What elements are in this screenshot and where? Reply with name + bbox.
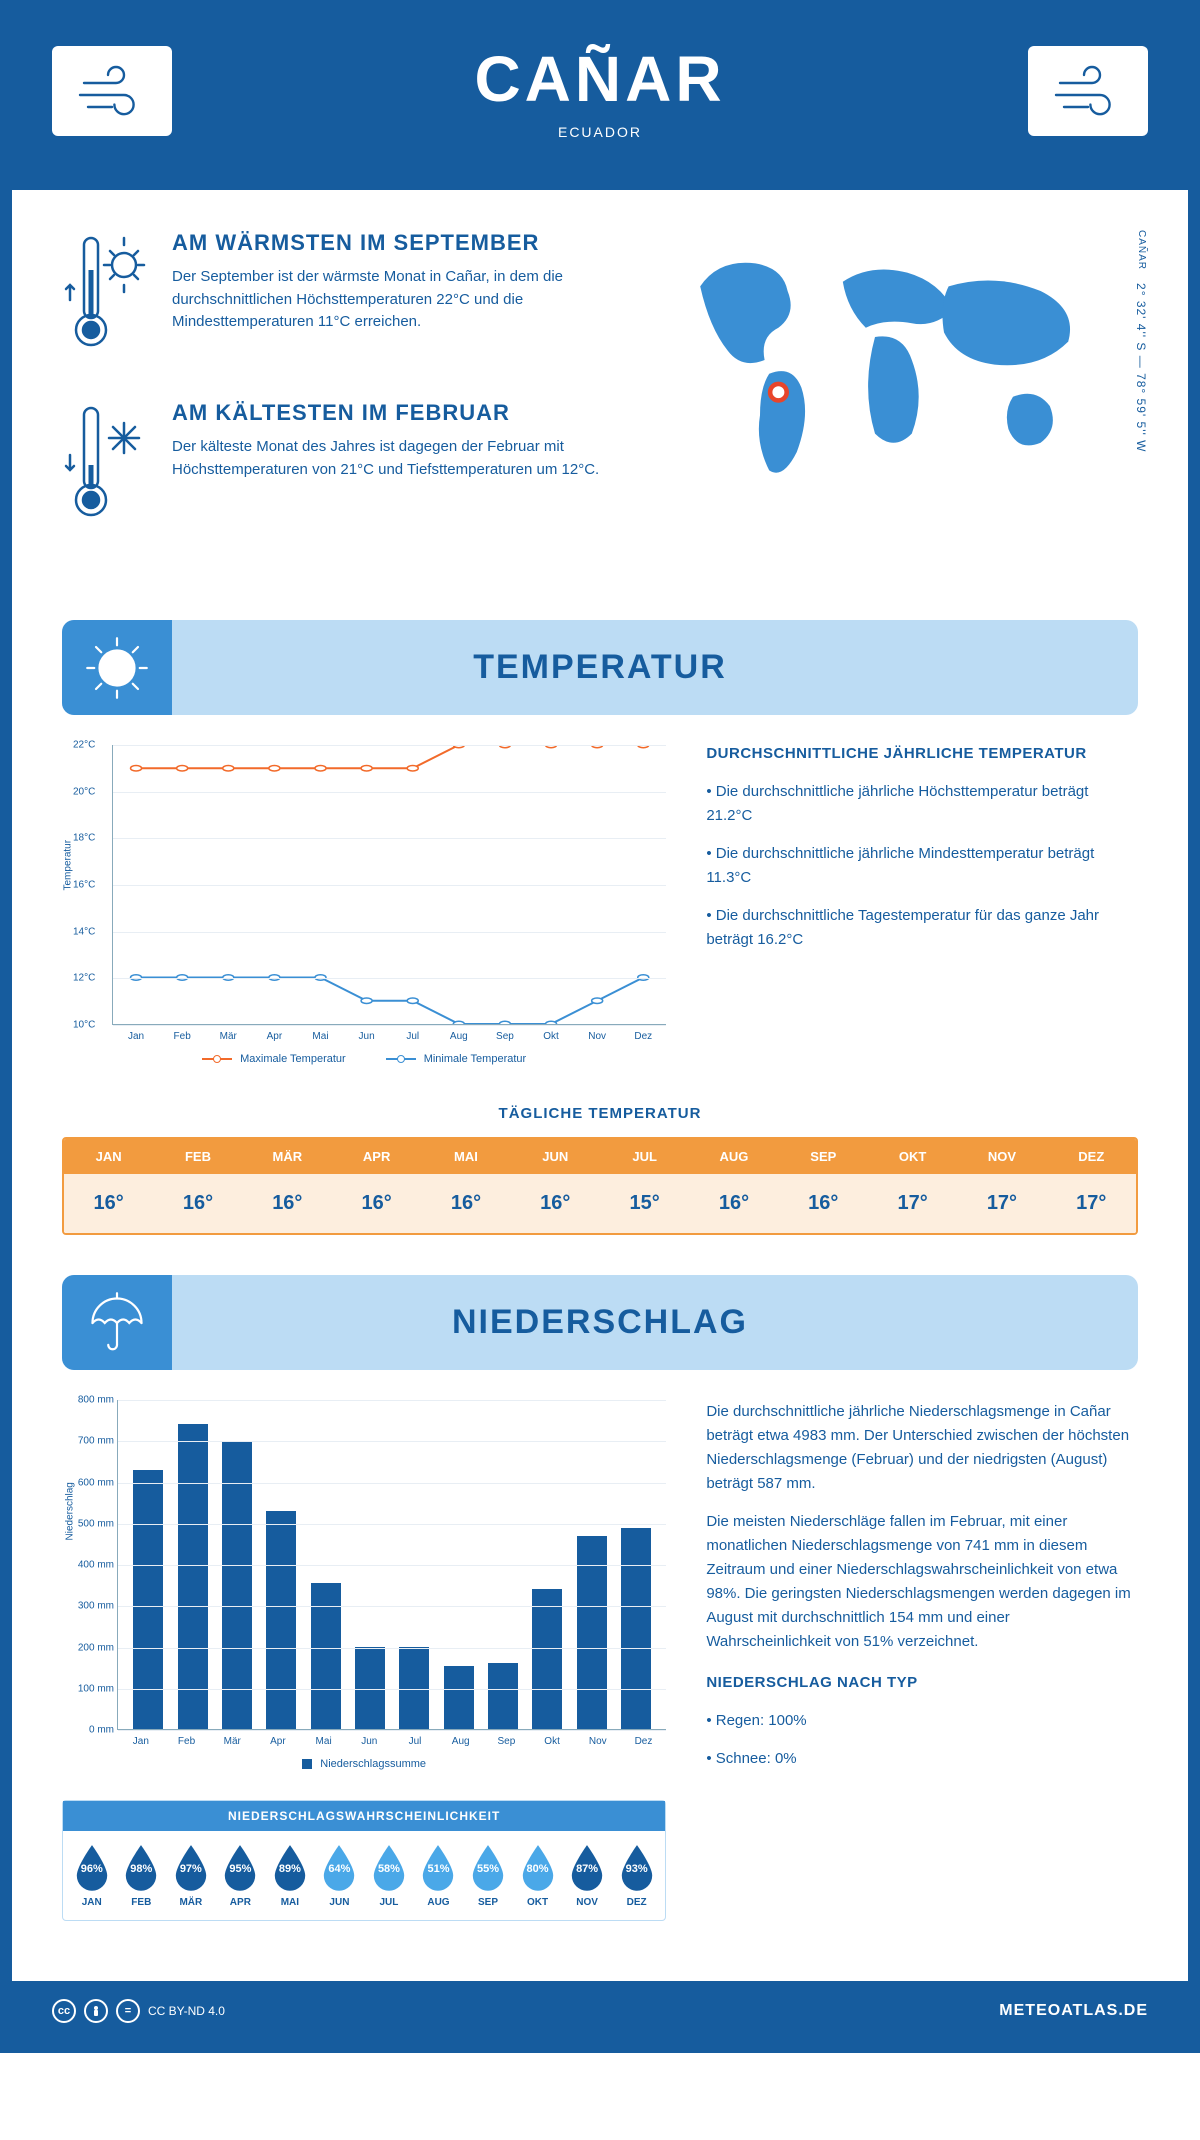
- temperature-line-chart: Temperatur 10°C12°C14°C16°C18°C20°C22°CJ…: [112, 745, 666, 1025]
- prob-item: 58% JUL: [366, 1843, 412, 1908]
- wind-icon: [1028, 46, 1148, 136]
- daily-col: JUN: [511, 1139, 600, 1174]
- wind-icon: [52, 46, 172, 136]
- daily-temp-title: TÄGLICHE TEMPERATUR: [12, 1105, 1188, 1122]
- daily-col: AUG: [689, 1139, 778, 1174]
- daily-col: SEP: [779, 1139, 868, 1174]
- page-subtitle: ECUADOR: [172, 124, 1028, 140]
- sun-icon: [62, 620, 172, 715]
- nd-icon: =: [116, 1999, 140, 2023]
- prob-item: 64% JUN: [317, 1843, 363, 1908]
- raindrop-icon: 96%: [73, 1843, 111, 1891]
- raindrop-icon: 89%: [271, 1843, 309, 1891]
- raindrop-icon: 87%: [568, 1843, 606, 1891]
- daily-cell: 16°: [779, 1174, 868, 1233]
- prob-item: 97% MÄR: [168, 1843, 214, 1908]
- precip-row: Niederschlag 0 mm100 mm200 mm300 mm400 m…: [12, 1400, 1188, 1951]
- daily-cell: 16°: [689, 1174, 778, 1233]
- precip-banner: NIEDERSCHLAG: [62, 1275, 1138, 1370]
- prob-item: 95% APR: [218, 1843, 264, 1908]
- raindrop-icon: 64%: [320, 1843, 358, 1891]
- umbrella-icon: [62, 1275, 172, 1370]
- header: CAÑAR ECUADOR: [12, 12, 1188, 190]
- precip-bar: [178, 1424, 208, 1729]
- daily-col: MAI: [421, 1139, 510, 1174]
- raindrop-icon: 55%: [469, 1843, 507, 1891]
- prob-item: 96% JAN: [69, 1843, 115, 1908]
- footer: cc = CC BY-ND 4.0 METEOATLAS.DE: [12, 1981, 1188, 2041]
- daily-cell: 17°: [957, 1174, 1046, 1233]
- daily-cell: 16°: [153, 1174, 242, 1233]
- warm-title: AM WÄRMSTEN IM SEPTEMBER: [172, 230, 605, 256]
- precip-bar: [488, 1663, 518, 1729]
- precip-probability: NIEDERSCHLAGSWAHRSCHEINLICHKEIT 96% JAN …: [62, 1800, 666, 1921]
- cc-license: cc = CC BY-ND 4.0: [52, 1999, 225, 2023]
- temperature-sidetext: DURCHSCHNITTLICHE JÄHRLICHE TEMPERATUR •…: [706, 745, 1138, 1065]
- page: CAÑAR ECUADOR AM WÄRMSTEN IM SEPTEMBER D…: [0, 0, 1200, 2053]
- precip-bar: [222, 1441, 252, 1729]
- daily-col: NOV: [957, 1139, 1046, 1174]
- precip-bar: [444, 1666, 474, 1729]
- temperature-row: Temperatur 10°C12°C14°C16°C18°C20°C22°CJ…: [12, 745, 1188, 1095]
- daily-cell: 16°: [332, 1174, 421, 1233]
- prob-item: 55% SEP: [465, 1843, 511, 1908]
- daily-cell: 15°: [600, 1174, 689, 1233]
- daily-col: APR: [332, 1139, 421, 1174]
- prob-item: 98% FEB: [119, 1843, 165, 1908]
- precip-bar: [532, 1589, 562, 1729]
- daily-col: JUL: [600, 1139, 689, 1174]
- daily-col: DEZ: [1047, 1139, 1136, 1174]
- daily-cell: 17°: [1047, 1174, 1136, 1233]
- prob-item: 93% DEZ: [614, 1843, 660, 1908]
- daily-col: FEB: [153, 1139, 242, 1174]
- temp-ylabel: Temperatur: [63, 839, 74, 890]
- raindrop-icon: 97%: [172, 1843, 210, 1891]
- world-map: CAÑAR 2° 32' 4'' S — 78° 59' 5'' W: [645, 230, 1138, 570]
- daily-col: JAN: [64, 1139, 153, 1174]
- precip-bar: [266, 1511, 296, 1729]
- coordinates: CAÑAR 2° 32' 4'' S — 78° 59' 5'' W: [1134, 230, 1148, 452]
- daily-cell: 16°: [64, 1174, 153, 1233]
- precip-bar: [133, 1470, 163, 1729]
- daily-col: MÄR: [243, 1139, 332, 1174]
- prob-item: 87% NOV: [564, 1843, 610, 1908]
- precip-bar: [311, 1583, 341, 1729]
- raindrop-icon: 58%: [370, 1843, 408, 1891]
- by-icon: [84, 1999, 108, 2023]
- prob-item: 89% MAI: [267, 1843, 313, 1908]
- precip-sidetext: Die durchschnittliche jährliche Niedersc…: [706, 1400, 1138, 1921]
- precip-bar-chart: Niederschlag 0 mm100 mm200 mm300 mm400 m…: [117, 1400, 666, 1730]
- prob-item: 80% OKT: [515, 1843, 561, 1908]
- precip-ylabel: Niederschlag: [65, 1482, 76, 1540]
- daily-cell: 16°: [421, 1174, 510, 1233]
- temp-legend: Maximale Temperatur Minimale Temperatur: [62, 1053, 666, 1065]
- precip-legend: Niederschlagssumme: [62, 1758, 666, 1770]
- cc-icon: cc: [52, 1999, 76, 2023]
- warm-block: AM WÄRMSTEN IM SEPTEMBER Der September i…: [62, 230, 605, 365]
- raindrop-icon: 95%: [221, 1843, 259, 1891]
- cold-block: AM KÄLTESTEN IM FEBRUAR Der kälteste Mon…: [62, 400, 605, 535]
- daily-cell: 17°: [868, 1174, 957, 1233]
- raindrop-icon: 51%: [419, 1843, 457, 1891]
- prob-item: 51% AUG: [416, 1843, 462, 1908]
- precip-title: NIEDERSCHLAG: [452, 1303, 748, 1342]
- temperature-title: TEMPERATUR: [473, 648, 727, 687]
- page-title: CAÑAR: [172, 42, 1028, 116]
- brand: METEOATLAS.DE: [999, 2002, 1148, 2020]
- temperature-banner: TEMPERATUR: [62, 620, 1138, 715]
- precip-bar: [621, 1528, 651, 1730]
- cold-title: AM KÄLTESTEN IM FEBRUAR: [172, 400, 605, 426]
- daily-cell: 16°: [511, 1174, 600, 1233]
- warm-body: Der September ist der wärmste Monat in C…: [172, 266, 605, 334]
- cold-body: Der kälteste Monat des Jahres ist dagege…: [172, 436, 605, 481]
- daily-col: OKT: [868, 1139, 957, 1174]
- thermometer-snow-icon: [62, 400, 152, 535]
- thermometer-sun-icon: [62, 230, 152, 365]
- raindrop-icon: 80%: [519, 1843, 557, 1891]
- daily-cell: 16°: [243, 1174, 332, 1233]
- intro-section: AM WÄRMSTEN IM SEPTEMBER Der September i…: [12, 190, 1188, 610]
- raindrop-icon: 98%: [122, 1843, 160, 1891]
- raindrop-icon: 93%: [618, 1843, 656, 1891]
- daily-temp-table: JANFEBMÄRAPRMAIJUNJULAUGSEPOKTNOVDEZ16°1…: [62, 1137, 1138, 1235]
